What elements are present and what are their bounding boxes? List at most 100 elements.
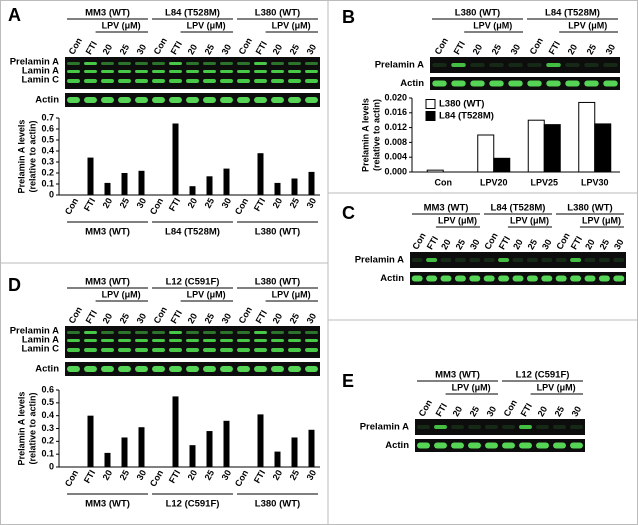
band [468,442,481,449]
bar [138,170,145,195]
treatment-label: LPV (μM) [187,289,226,299]
band [152,339,165,342]
lane-label: Con [417,398,434,418]
legend-label: L380 (WT) [439,99,484,110]
lane-label: FTI [84,39,99,56]
band [570,425,583,429]
lane-label: 25 [598,238,612,252]
band [169,70,182,73]
band [84,70,97,73]
band [220,339,233,342]
band [152,62,165,65]
band [118,348,131,352]
band [152,79,165,83]
blot [415,419,585,435]
blot-label: Prelamin A [360,422,409,433]
x-tick-label: 30 [135,196,149,210]
band [84,331,97,334]
band [598,275,610,282]
bar [138,427,145,467]
band [237,348,250,352]
band [135,79,148,83]
band [203,70,216,73]
band [84,366,97,372]
band [203,331,216,334]
band [101,70,114,73]
y-tick-label: 0.4 [41,145,54,155]
lane-label: 25 [118,312,132,326]
bar [543,124,561,173]
band [220,366,233,372]
lane-label: Con [528,36,545,56]
band [118,79,131,83]
lane-label: FTI [519,401,534,418]
band [67,348,80,352]
band [84,348,97,352]
x-tick-label: 20 [101,468,115,482]
x-tick-label: FTI [252,196,267,213]
group-label: L380 (WT) [255,8,300,19]
lane-label: Con [502,398,519,418]
group-label: MM3 (WT) [424,203,469,214]
band [237,97,250,103]
blot-label: Actin [385,440,409,451]
lane-label: 25 [203,312,217,326]
y-tick-label: 0.5 [41,134,54,144]
band [541,275,553,282]
group-label: MM3 (WT) [85,8,130,19]
band [118,331,131,334]
band [237,62,250,65]
band [432,80,447,87]
band [519,442,532,449]
lane-label: FTI [434,401,449,418]
band [67,339,80,342]
band [555,258,567,262]
band [186,79,199,83]
band [434,425,447,429]
band [186,348,199,352]
bar [477,134,495,173]
x-tick-label: 30 [220,196,234,210]
band [526,275,538,282]
lane-label: 20 [451,405,465,419]
bar [223,420,230,467]
band [613,275,625,282]
band [203,339,216,342]
treatment-label: LPV (μM) [452,382,491,392]
panel-label: C [342,203,355,223]
bar [172,123,179,195]
lane-label: 20 [566,43,580,57]
band [485,425,498,429]
band [440,258,452,262]
band [469,275,481,282]
band [135,331,148,334]
band [468,425,481,429]
bar [426,169,444,173]
x-tick-label: Con [233,196,250,216]
bar [206,431,213,467]
band [288,331,301,334]
treatment-label: LPV (μM) [473,20,512,30]
band [152,366,165,372]
band [237,331,250,334]
y-tick-label: 0.012 [384,122,407,132]
lane-label: 30 [220,312,234,326]
treatment-label: LPV (μM) [582,215,621,225]
lane-label: 30 [485,405,499,419]
blot-label: Lamin A [22,335,59,346]
bar [87,415,94,467]
band [220,331,233,334]
band [271,331,284,334]
band [546,80,561,87]
band [483,258,495,262]
y-axis-label: (relative to actin) [371,99,381,171]
band [254,97,267,103]
y-tick-label: 0.016 [384,107,407,117]
band [305,348,318,352]
blot-label: Prelamin A [375,60,424,71]
x-tick-label: LPV20 [480,177,508,187]
group-label: MM3 (WT) [435,370,480,381]
band [271,62,284,65]
bar [578,101,596,173]
band [152,97,165,103]
